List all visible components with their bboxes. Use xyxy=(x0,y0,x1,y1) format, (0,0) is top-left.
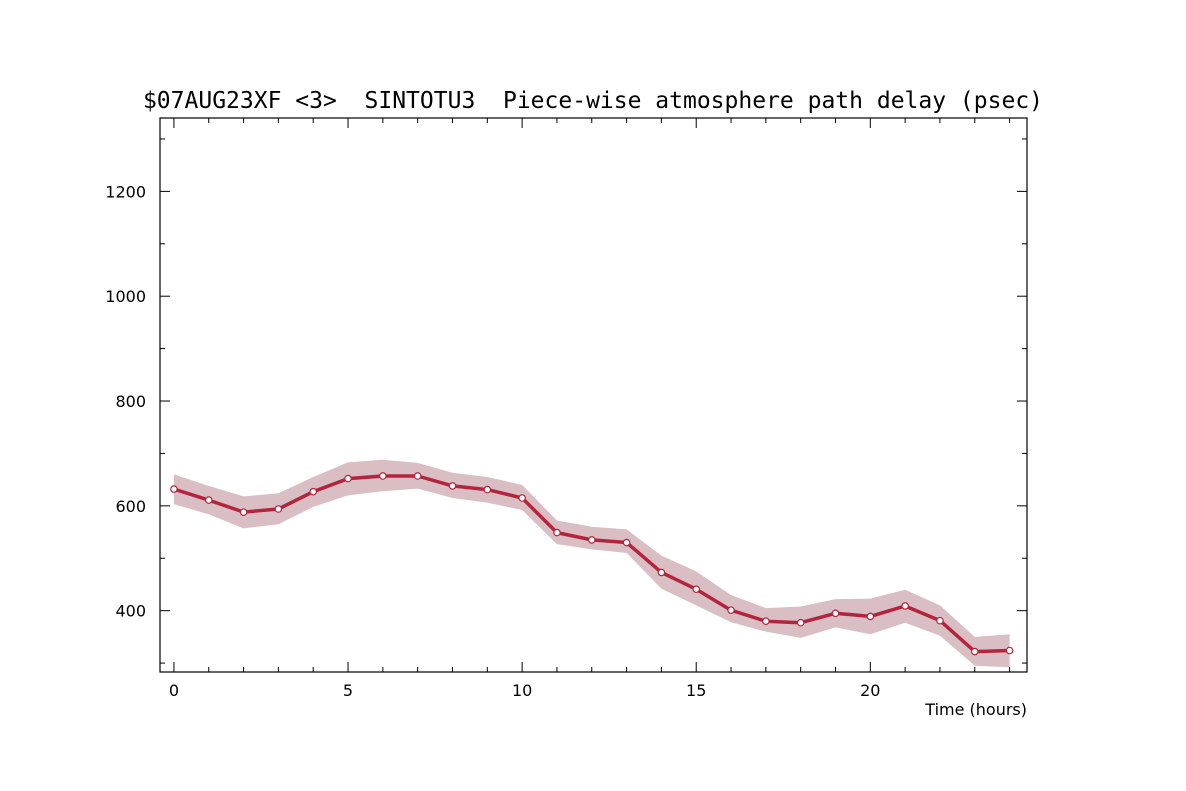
data-point xyxy=(274,505,283,513)
data-point xyxy=(379,472,387,480)
data-point xyxy=(309,487,318,496)
x-tick-label: 5 xyxy=(343,681,353,700)
y-tick-label: 1000 xyxy=(105,287,146,306)
data-point xyxy=(483,485,492,494)
x-tick-label: 10 xyxy=(512,681,532,700)
data-point xyxy=(518,494,526,502)
data-point xyxy=(587,536,596,544)
y-tick-label: 400 xyxy=(115,602,146,621)
data-point xyxy=(936,616,944,625)
data-point xyxy=(796,618,805,627)
data-point xyxy=(413,472,422,480)
data-point xyxy=(344,474,352,483)
data-point xyxy=(1005,646,1014,655)
data-point xyxy=(901,602,909,610)
data-point xyxy=(831,609,840,618)
y-tick-label: 600 xyxy=(115,497,146,516)
chart-title: $07AUG23XF <3> SINTOTU3 Piece-wise atmos… xyxy=(143,88,1043,114)
data-point xyxy=(657,568,666,577)
data-point xyxy=(727,606,735,614)
plot-area xyxy=(170,459,1014,668)
uncertainty-band xyxy=(173,459,1010,668)
data-point xyxy=(622,538,631,547)
data-point xyxy=(692,585,701,593)
y-tick-label: 1200 xyxy=(105,182,146,201)
y-tick-label: 800 xyxy=(115,392,146,411)
data-point xyxy=(204,496,213,504)
x-tick-label: 0 xyxy=(169,681,179,700)
data-point xyxy=(239,508,248,516)
x-tick-label: 20 xyxy=(860,681,880,700)
data-point xyxy=(762,617,770,625)
x-tick-label: 15 xyxy=(686,681,706,700)
data-point xyxy=(448,482,457,490)
data-point xyxy=(970,647,979,656)
data-point xyxy=(170,485,178,493)
x-axis-label: Time (hours) xyxy=(924,700,1027,719)
plot-frame xyxy=(159,117,1028,673)
data-point xyxy=(553,528,561,537)
axes: 400 600 800 1000 1200 0 5 10 15 20 xyxy=(105,117,1028,700)
data-point xyxy=(866,612,875,621)
